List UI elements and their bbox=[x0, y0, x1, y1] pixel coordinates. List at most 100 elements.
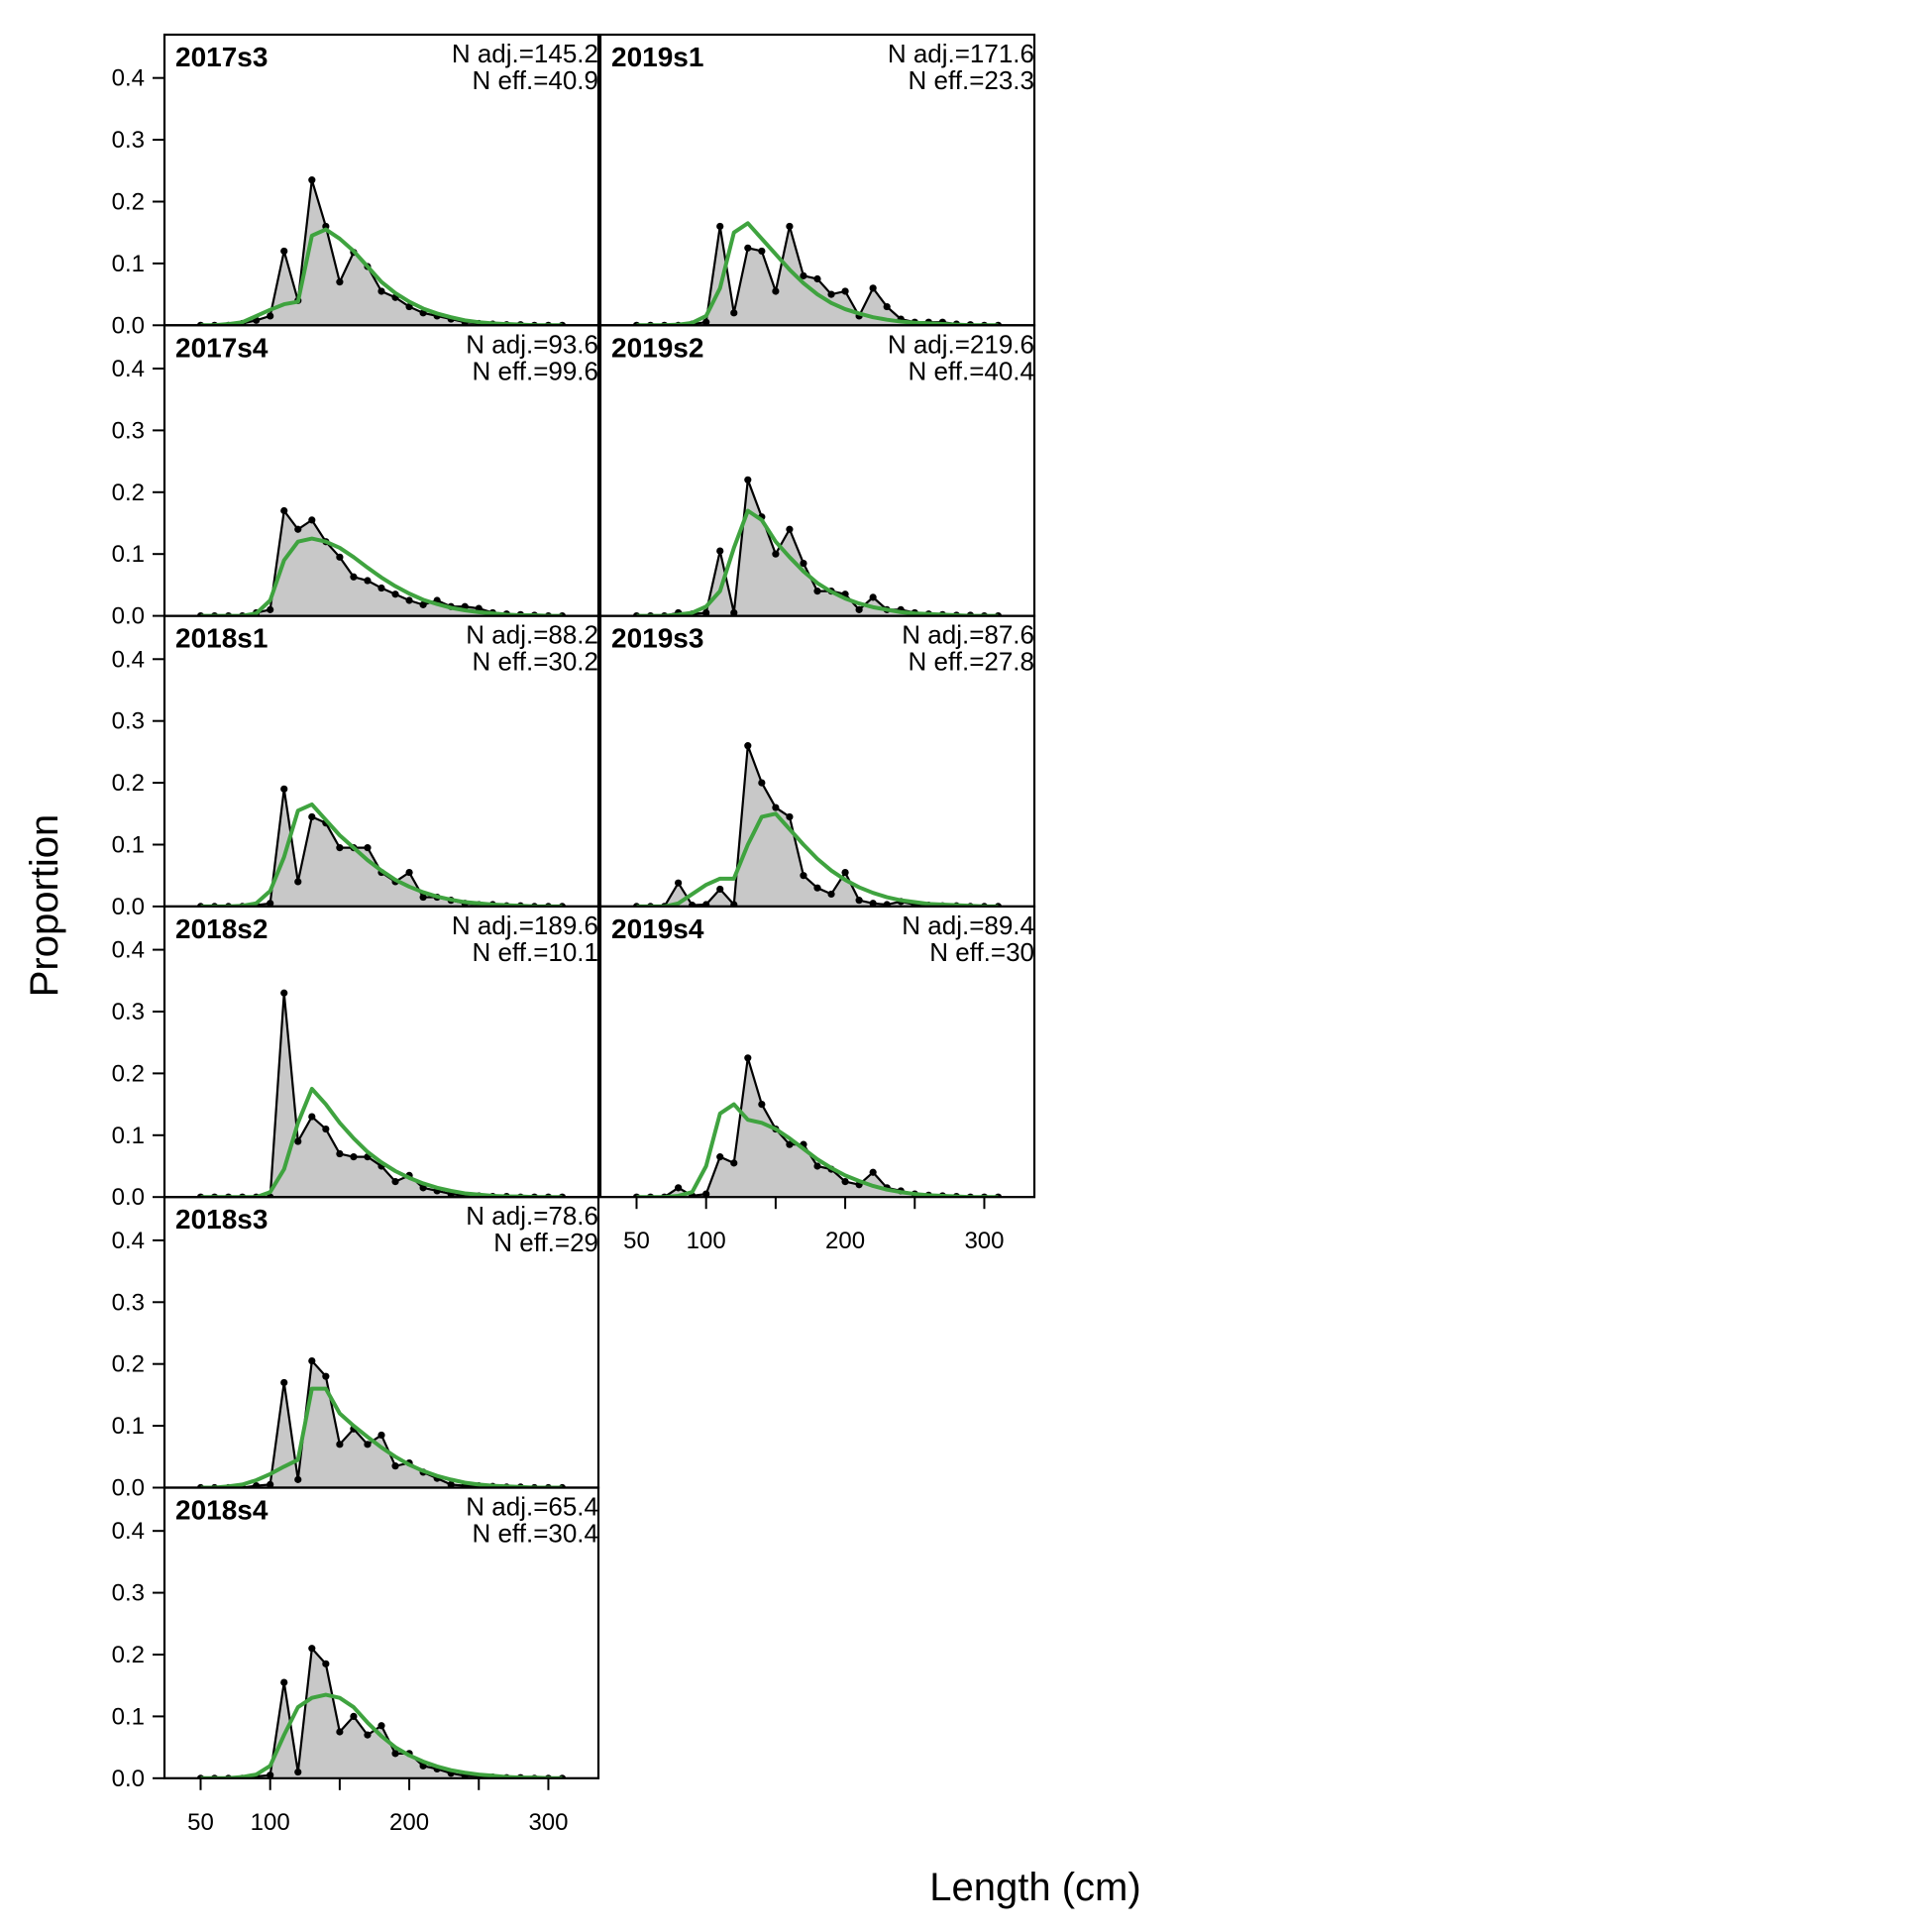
observed-area bbox=[636, 480, 999, 616]
y-tick-label: 0.3 bbox=[112, 1289, 145, 1316]
observed-point bbox=[675, 879, 683, 887]
panel-title: 2019s4 bbox=[611, 913, 704, 944]
y-tick-label: 0.2 bbox=[112, 188, 145, 215]
y-tick-label: 0.1 bbox=[112, 1123, 145, 1149]
panel-2019s4: 2019s4 N adj.=89.4N eff.=30 50 100 200 300 bbox=[598, 905, 1036, 1254]
panel-plot-area bbox=[164, 506, 598, 616]
x-tick-label: 100 bbox=[687, 1228, 726, 1254]
observed-area bbox=[636, 1057, 999, 1198]
observed-point bbox=[294, 1475, 302, 1483]
observed-point bbox=[813, 274, 821, 283]
n-adj-label: N adj.=78.6 bbox=[466, 1201, 598, 1231]
observed-point bbox=[813, 884, 821, 892]
observed-point bbox=[772, 804, 780, 811]
expected-line bbox=[200, 227, 563, 326]
y-tick-label: 0.0 bbox=[112, 1475, 145, 1502]
observed-point bbox=[716, 547, 724, 555]
y-tick-label: 0.2 bbox=[112, 480, 145, 506]
observed-point bbox=[377, 584, 385, 592]
n-eff-label: N eff.=40.4 bbox=[909, 356, 1034, 385]
observed-point bbox=[391, 1462, 399, 1470]
panel-plot-area bbox=[164, 176, 598, 326]
n-adj-label: N adj.=65.4 bbox=[466, 1492, 598, 1522]
observed-point bbox=[267, 312, 274, 320]
expected-line bbox=[200, 802, 563, 907]
y-tick-label: 0.1 bbox=[112, 251, 145, 277]
observed-point bbox=[786, 1140, 794, 1148]
observed-point bbox=[744, 1054, 752, 1062]
x-tick-label: 300 bbox=[964, 1228, 1004, 1254]
panel-plot-area bbox=[600, 476, 1034, 616]
y-tick-label: 0.3 bbox=[112, 999, 145, 1025]
observed-point bbox=[827, 290, 835, 298]
y-tick-label: 0.1 bbox=[112, 1703, 145, 1730]
observed-point bbox=[883, 302, 891, 311]
x-tick-label: 200 bbox=[825, 1228, 865, 1254]
y-tick-label: 0.3 bbox=[112, 127, 145, 154]
y-tick-label: 0.2 bbox=[112, 1642, 145, 1668]
observed-point bbox=[800, 559, 807, 568]
observed-point bbox=[294, 525, 302, 533]
n-adj-label: N adj.=93.6 bbox=[466, 329, 598, 359]
observed-point bbox=[689, 902, 697, 907]
x-tick-label: 50 bbox=[623, 1228, 650, 1254]
panel-2018s2: 0.0 0.1 0.2 0.3 0.4 2018s2 N adj.=189.6N eff.=… bbox=[112, 905, 600, 1211]
panel-plot-area bbox=[600, 742, 1034, 907]
panel-plot-area bbox=[164, 1356, 598, 1488]
observed-point bbox=[405, 302, 413, 311]
observed-point bbox=[800, 872, 807, 880]
n-eff-label: N eff.=30.2 bbox=[473, 647, 598, 677]
n-eff-label: N eff.=23.3 bbox=[909, 65, 1034, 95]
observed-point bbox=[419, 600, 427, 608]
observed-point bbox=[730, 1159, 738, 1167]
n-adj-label: N adj.=219.6 bbox=[888, 329, 1034, 359]
observed-point bbox=[267, 605, 274, 613]
panel-title: 2019s1 bbox=[611, 42, 703, 72]
observed-point bbox=[730, 608, 738, 616]
observed-point bbox=[350, 1153, 358, 1161]
panel-2017s3: 0.0 0.1 0.2 0.3 0.4 2017s3 N adj.=145.2N eff.=… bbox=[112, 33, 600, 339]
expected-line bbox=[200, 1692, 563, 1778]
y-tick-label: 0.2 bbox=[112, 1060, 145, 1087]
observed-point bbox=[267, 900, 274, 907]
n-eff-label: N eff.=29 bbox=[493, 1228, 598, 1257]
observed-point bbox=[447, 1480, 455, 1488]
observed-area bbox=[636, 226, 999, 326]
n-adj-label: N adj.=88.2 bbox=[466, 620, 598, 650]
observed-point bbox=[364, 1731, 372, 1739]
panel-2018s1: 0.0 0.1 0.2 0.3 0.4 2018s1 N adj.=88.2N eff.=3… bbox=[112, 614, 600, 920]
observed-point bbox=[308, 812, 316, 821]
observed-point bbox=[267, 1480, 274, 1488]
observed-point bbox=[308, 1356, 316, 1365]
observed-point bbox=[730, 901, 738, 907]
expected-line bbox=[636, 508, 999, 616]
y-tick-label: 0.0 bbox=[112, 312, 145, 339]
y-tick-label: 0.3 bbox=[112, 708, 145, 735]
observed-point bbox=[280, 1678, 288, 1686]
observed-point bbox=[308, 516, 316, 524]
panel-title: 2019s3 bbox=[611, 623, 703, 654]
y-tick-label: 0.0 bbox=[112, 894, 145, 920]
panel-title: 2017s3 bbox=[175, 42, 268, 72]
observed-point bbox=[813, 1162, 821, 1170]
observed-point bbox=[280, 989, 288, 997]
y-tick-label: 0.0 bbox=[112, 1184, 145, 1211]
y-tick-label: 0.2 bbox=[112, 1351, 145, 1378]
y-tick-label: 0.3 bbox=[112, 417, 145, 444]
y-tick-label: 0.4 bbox=[112, 1518, 145, 1545]
y-tick-label: 0.4 bbox=[112, 65, 145, 92]
observed-area bbox=[242, 1360, 535, 1488]
n-eff-label: N eff.=27.8 bbox=[909, 647, 1034, 677]
expected-line bbox=[200, 536, 563, 616]
y-tick-label: 0.4 bbox=[112, 1228, 145, 1254]
observed-point bbox=[716, 885, 724, 894]
observed-point bbox=[377, 1431, 385, 1440]
panel-plot-area bbox=[600, 221, 1034, 326]
expected-line bbox=[636, 811, 999, 907]
observed-point bbox=[744, 476, 752, 483]
observed-point bbox=[280, 247, 288, 256]
observed-line bbox=[636, 745, 999, 907]
observed-point bbox=[322, 1372, 330, 1380]
